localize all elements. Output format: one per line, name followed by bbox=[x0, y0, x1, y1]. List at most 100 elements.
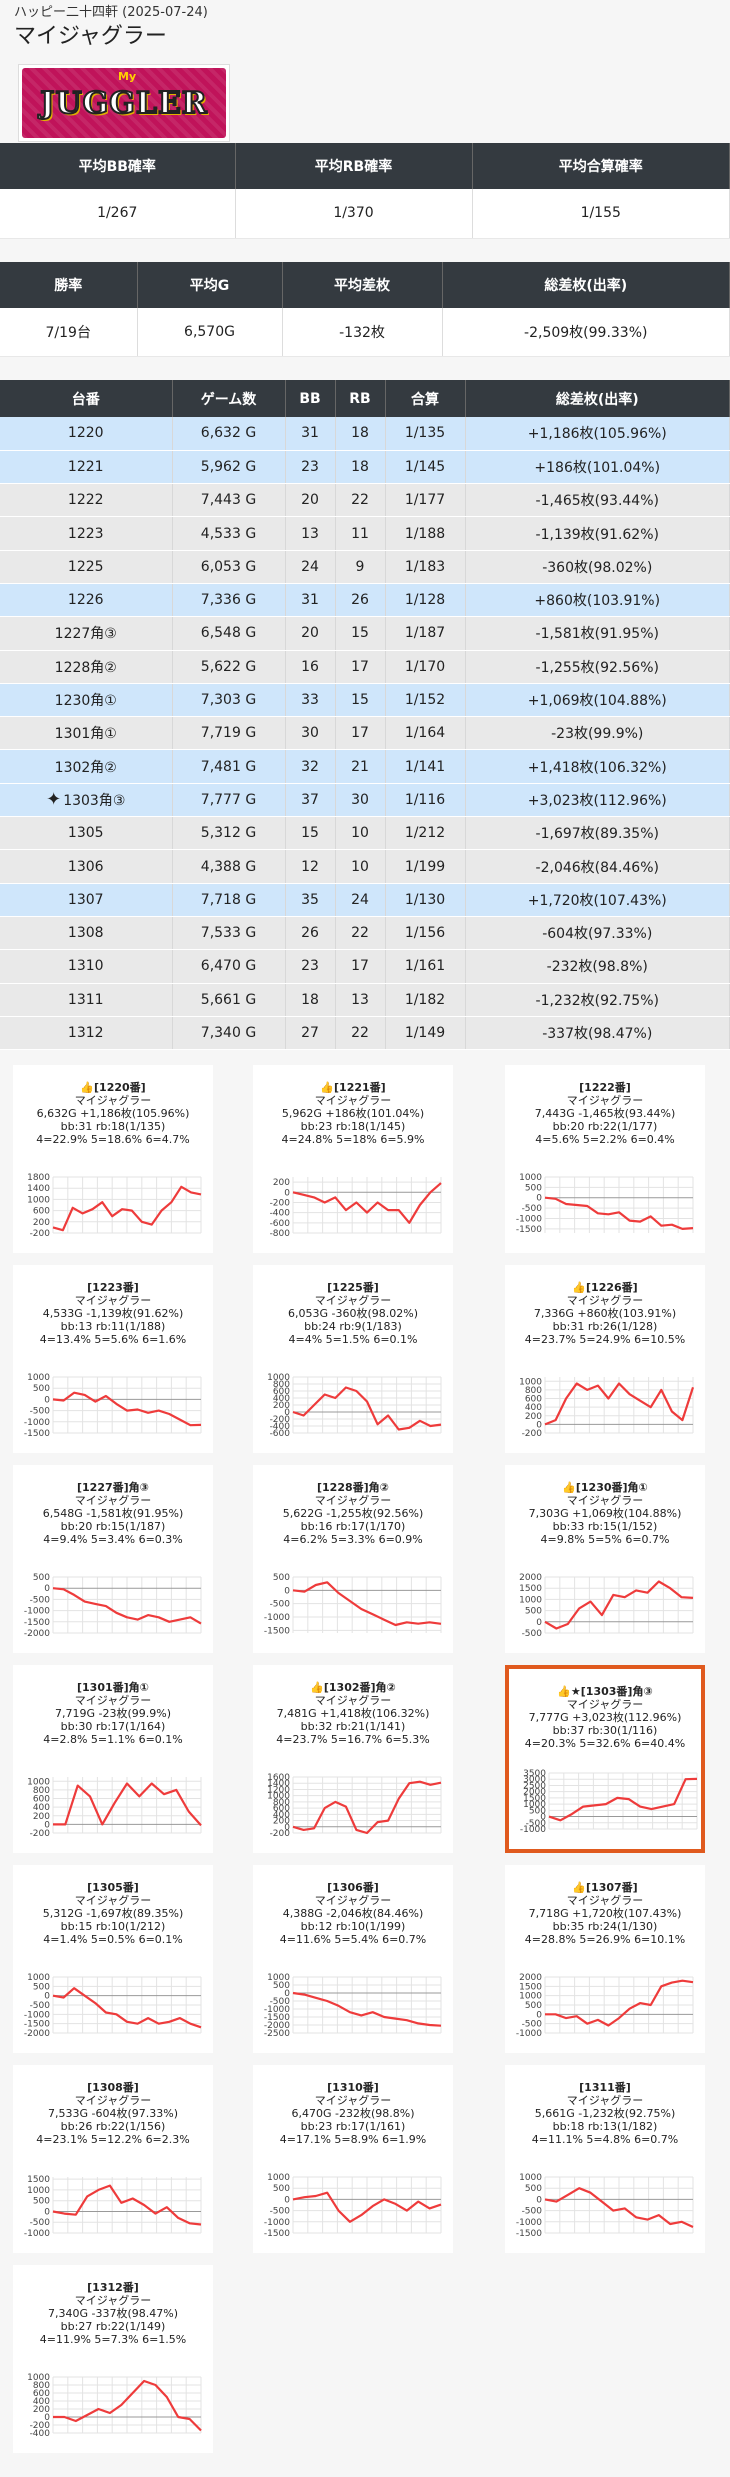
cell-games: 5,962 G bbox=[172, 450, 286, 485]
card-l3: 4=28.8% 5=26.9% 6=10.1% bbox=[524, 1933, 686, 1947]
cell-text: 1/156 bbox=[404, 925, 446, 942]
y-tick-label: 1000 bbox=[27, 1196, 50, 1206]
cell-diff: -232枚(98.8%) bbox=[465, 949, 730, 984]
cell-bb: 37 bbox=[285, 783, 336, 818]
machine-chart-card[interactable]: [1225番] マイジャグラー 6,053G -360枚(98.02%) bb:24 … bbox=[253, 1265, 453, 1454]
cell-no: 1306 bbox=[0, 849, 173, 884]
cell-total: 1/161 bbox=[385, 949, 466, 984]
card-title: [1225番] bbox=[327, 1281, 379, 1295]
y-tick-label: 0 bbox=[284, 1989, 290, 1999]
y-tick-label: 500 bbox=[525, 2184, 542, 2194]
cell-text: 21 bbox=[351, 758, 369, 775]
machine-chart-card[interactable]: [1301番]角① マイジャグラー 7,719G -23枚(99.9%) bb:30 … bbox=[13, 1665, 213, 1854]
y-tick-label: -1500 bbox=[264, 2013, 290, 2023]
machine-chart-card[interactable]: [1311番] マイジャグラー 5,661G -1,232枚(92.75%) bb:1… bbox=[505, 2065, 705, 2254]
machine-chart-card[interactable]: 👍[1307番] マイジャグラー 7,718G +1,720枚(107.43%) bb… bbox=[505, 1865, 705, 2054]
cell-text: 6,548 G bbox=[200, 625, 257, 642]
machine-chart-card[interactable]: 👍[1221番] マイジャグラー 5,962G +186枚(101.04%) bb:2… bbox=[253, 1065, 453, 1254]
cell-total: 1/170 bbox=[385, 650, 466, 684]
card-l3: 4=9.4% 5=3.4% 6=0.3% bbox=[43, 1533, 183, 1547]
cell-text: -604枚(97.33%) bbox=[542, 926, 653, 943]
cell-text: 1311 bbox=[67, 991, 104, 1008]
card-l3: 4=6.2% 5=3.3% 6=0.9% bbox=[283, 1533, 423, 1547]
y-tick-label: 1000 bbox=[519, 2173, 542, 2183]
card-l3: 4=11.6% 5=5.4% 6=0.7% bbox=[279, 1933, 427, 1947]
card-model: マイジャグラー bbox=[314, 1694, 392, 1708]
cell-text: 22 bbox=[351, 925, 369, 942]
card-l2: bb:26 rb:22(1/156) bbox=[60, 2120, 166, 2134]
logo-my: My bbox=[118, 70, 137, 83]
machine-chart-card[interactable]: [1223番] マイジャグラー 4,533G -1,139枚(91.62%) bb:1… bbox=[13, 1265, 213, 1454]
cell-text: 15 bbox=[351, 692, 369, 709]
cell-text: 18 bbox=[351, 458, 369, 475]
cell-rb: 22 bbox=[335, 1016, 386, 1051]
card-title: [1301番]角① bbox=[77, 1681, 149, 1695]
cell-bb: 27 bbox=[285, 1016, 336, 1051]
cell-text: 1305 bbox=[67, 825, 104, 842]
cell-text: -1,139枚(91.62%) bbox=[535, 526, 659, 543]
cell-games: 6,053 G bbox=[172, 550, 286, 584]
cell-text: 7,336 G bbox=[200, 592, 257, 609]
cell-text: 18 bbox=[351, 425, 369, 442]
y-tick-label: -1000 bbox=[520, 1825, 546, 1833]
cell-text: -360枚(98.02%) bbox=[542, 559, 653, 576]
cell-no: 1305 bbox=[0, 816, 173, 851]
y-tick-label: 1500 bbox=[519, 1982, 542, 1992]
y-tick-label: 3500 bbox=[523, 1769, 546, 1779]
cell-bb: 18 bbox=[285, 983, 336, 1017]
cell-text: 32 bbox=[301, 758, 319, 775]
diff-series-line bbox=[52, 1587, 202, 1625]
cell-total: 1/130 bbox=[385, 883, 466, 917]
card-l2: bb:30 rb:17(1/164) bbox=[60, 1720, 166, 1734]
cell-text: 37 bbox=[301, 791, 319, 808]
y-tick-label: -200 bbox=[270, 1415, 291, 1425]
cell-text: 1/187 bbox=[404, 625, 446, 642]
cell-bb: 33 bbox=[285, 683, 336, 718]
y-tick-label: 1500 bbox=[519, 1584, 542, 1594]
cell-text: 1307 bbox=[67, 891, 104, 908]
machine-chart-card[interactable]: [1312番] マイジャグラー 7,340G -337枚(98.47%) bb:27 … bbox=[13, 2265, 213, 2454]
diff-series-line bbox=[292, 1386, 442, 1431]
machine-chart-card[interactable]: [1305番] マイジャグラー 5,312G -1,697枚(89.35%) bb:1… bbox=[13, 1865, 213, 2054]
card-model: マイジャグラー bbox=[566, 1894, 644, 1908]
cell-diff: +3,023枚(112.96%) bbox=[465, 783, 730, 818]
diff-series-line bbox=[545, 1979, 694, 2027]
cell-text: 1/177 bbox=[404, 492, 446, 509]
machine-chart-card[interactable]: 👍[1220番] マイジャグラー 6,632G +1,186枚(105.96%) bb… bbox=[13, 1065, 213, 1254]
card-l1: 7,481G +1,418枚(106.32%) bbox=[276, 1707, 430, 1721]
y-tick-label: 1500 bbox=[27, 2175, 50, 2185]
machine-chart-card[interactable]: 👍[1230番]角① マイジャグラー 7,303G +1,069枚(104.88%)… bbox=[505, 1465, 705, 1654]
cell-text: -1,255枚(92.56%) bbox=[535, 659, 659, 676]
cell-text: 1312 bbox=[67, 1024, 104, 1041]
machine-chart-card[interactable]: 👍★[1303番]角③ マイジャグラー 7,777G +3,023枚(112.96%… bbox=[505, 1665, 705, 1854]
cell-text: 1/188 bbox=[404, 525, 446, 542]
cell-diff: +186枚(101.04%) bbox=[465, 450, 730, 485]
cell-bb: 26 bbox=[285, 916, 336, 951]
cell-text: 1/170 bbox=[404, 658, 446, 675]
machine-chart-card[interactable]: [1227番]角③ マイジャグラー 6,548G -1,581枚(91.95%) bb… bbox=[13, 1465, 213, 1654]
cell-rb: 22 bbox=[335, 483, 386, 518]
table-row: 1306 4,388 G 12 10 1/199 -2,046枚(84.46%) bbox=[0, 849, 730, 884]
card-l3: 4=17.1% 5=8.9% 6=1.9% bbox=[279, 2133, 427, 2147]
card-title: [1311番] bbox=[579, 2081, 631, 2095]
machine-chart-card[interactable]: [1306番] マイジャグラー 4,388G -2,046枚(84.46%) bb:1… bbox=[253, 1865, 453, 2054]
y-tick-label: -200 bbox=[522, 1429, 543, 1437]
machine-chart-card[interactable]: [1222番] マイジャグラー 7,443G -1,465枚(93.44%) bb:2… bbox=[505, 1065, 705, 1254]
y-tick-label: 500 bbox=[33, 1384, 50, 1394]
card-title: 👍[1307番] bbox=[572, 1881, 638, 1895]
cell-bb: 35 bbox=[285, 883, 336, 917]
y-tick-label: -1500 bbox=[516, 2229, 542, 2237]
y-tick-label: 1000 bbox=[523, 1800, 546, 1810]
y-tick-label: -1000 bbox=[516, 2029, 542, 2037]
y-tick-label: -500 bbox=[270, 2207, 291, 2217]
machine-chart-card[interactable]: [1228番]角② マイジャグラー 5,622G -1,255枚(92.56%) bb… bbox=[253, 1465, 453, 1654]
cell-no: 1223 bbox=[0, 516, 173, 551]
table-row: 1312 7,340 G 27 22 1/149 -337枚(98.47%) bbox=[0, 1016, 730, 1051]
y-tick-label: 1200 bbox=[267, 1786, 290, 1796]
machine-chart-card[interactable]: 👍[1226番] マイジャグラー 7,336G +860枚(103.91%) bb:3… bbox=[505, 1265, 705, 1454]
col-diff: 総差枚(出率) bbox=[465, 380, 730, 417]
machine-chart-card[interactable]: 👍[1302番]角② マイジャグラー 7,481G +1,418枚(106.32%)… bbox=[253, 1665, 453, 1854]
machine-chart-card[interactable]: [1308番] マイジャグラー 7,533G -604枚(97.33%) bb:26 … bbox=[13, 2065, 213, 2254]
machine-chart-card[interactable]: [1310番] マイジャグラー 6,470G -232枚(98.8%) bb:23 r… bbox=[253, 2065, 453, 2254]
